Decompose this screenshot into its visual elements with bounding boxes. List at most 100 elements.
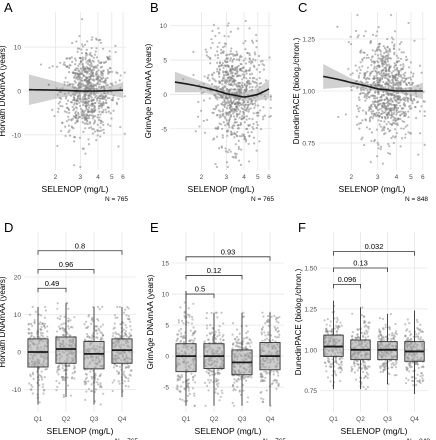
data-point <box>247 160 251 163</box>
data-point <box>99 79 102 82</box>
data-point <box>249 97 253 100</box>
data-point <box>74 111 77 115</box>
data-point <box>222 339 225 342</box>
data-point <box>245 375 248 378</box>
data-point <box>85 77 88 80</box>
data-point <box>235 66 238 69</box>
data-point <box>359 68 362 72</box>
data-point <box>232 88 235 91</box>
data-point <box>106 96 109 100</box>
data-point <box>106 106 110 109</box>
data-point <box>244 48 247 51</box>
data-point <box>358 122 361 125</box>
data-point <box>27 323 30 326</box>
data-point <box>98 308 101 311</box>
data-point <box>176 338 179 341</box>
data-point <box>255 68 258 71</box>
data-point <box>390 81 393 84</box>
data-point <box>85 48 88 51</box>
data-point <box>390 85 393 88</box>
data-point <box>78 98 81 101</box>
box-iqr <box>175 343 197 373</box>
data-point <box>368 127 371 131</box>
data-point <box>90 377 94 380</box>
data-point <box>122 311 126 314</box>
data-point <box>233 378 236 381</box>
data-point <box>275 387 278 390</box>
data-point <box>108 70 112 73</box>
data-point <box>421 374 425 377</box>
data-point <box>68 64 71 67</box>
data-point <box>106 68 109 72</box>
data-point <box>422 90 425 93</box>
data-point <box>216 67 219 71</box>
data-point <box>182 340 186 344</box>
data-point <box>205 334 208 337</box>
data-point <box>193 337 196 340</box>
data-point <box>255 82 258 85</box>
data-point <box>267 314 270 318</box>
data-point <box>67 115 70 118</box>
data-point <box>183 388 186 391</box>
data-point <box>100 73 103 76</box>
data-point <box>395 81 398 85</box>
data-point <box>389 116 393 120</box>
data-point <box>237 147 240 151</box>
data-point <box>218 334 221 337</box>
data-point <box>329 320 332 323</box>
data-point <box>226 134 229 137</box>
data-point <box>224 124 227 127</box>
data-point <box>100 332 103 335</box>
data-point <box>218 75 221 78</box>
data-point <box>261 326 264 329</box>
data-point <box>398 101 401 104</box>
data-point <box>259 128 263 131</box>
data-point <box>63 330 66 333</box>
data-point <box>234 72 237 75</box>
n-label: N = 848 <box>405 196 428 203</box>
data-point <box>396 60 399 63</box>
data-point <box>102 61 105 64</box>
data-point <box>220 79 224 83</box>
data-point <box>98 83 101 86</box>
data-point <box>194 330 197 333</box>
box-iqr <box>55 336 77 364</box>
data-point <box>226 122 229 125</box>
data-point <box>230 131 233 134</box>
data-point <box>58 90 61 94</box>
data-point <box>57 368 60 371</box>
data-point <box>222 70 225 73</box>
data-point <box>383 102 386 105</box>
data-point <box>368 106 372 109</box>
data-point <box>56 144 59 148</box>
data-point <box>129 320 132 323</box>
data-point <box>95 47 98 50</box>
data-point <box>77 82 81 86</box>
data-point <box>80 67 84 70</box>
data-point <box>88 84 92 88</box>
data-point <box>207 389 210 392</box>
data-point <box>89 51 92 55</box>
data-point <box>235 328 239 331</box>
data-point <box>365 81 368 84</box>
data-point <box>219 52 223 55</box>
data-point <box>183 311 186 314</box>
data-point <box>104 77 107 80</box>
data-point <box>199 87 202 90</box>
comparison-bracket: 0.032 <box>333 242 415 256</box>
data-point <box>396 106 400 110</box>
data-point <box>90 114 93 117</box>
data-point <box>228 101 231 104</box>
data-point <box>255 78 258 81</box>
data-point <box>248 69 251 72</box>
data-point <box>232 96 235 99</box>
data-point <box>190 339 193 342</box>
p-value-label: 0.93 <box>221 247 236 256</box>
data-point <box>224 117 227 120</box>
data-point <box>393 43 396 46</box>
data-point <box>423 110 426 113</box>
data-point <box>221 110 224 113</box>
data-point <box>248 73 252 76</box>
data-point <box>337 115 340 119</box>
data-point <box>368 365 371 368</box>
